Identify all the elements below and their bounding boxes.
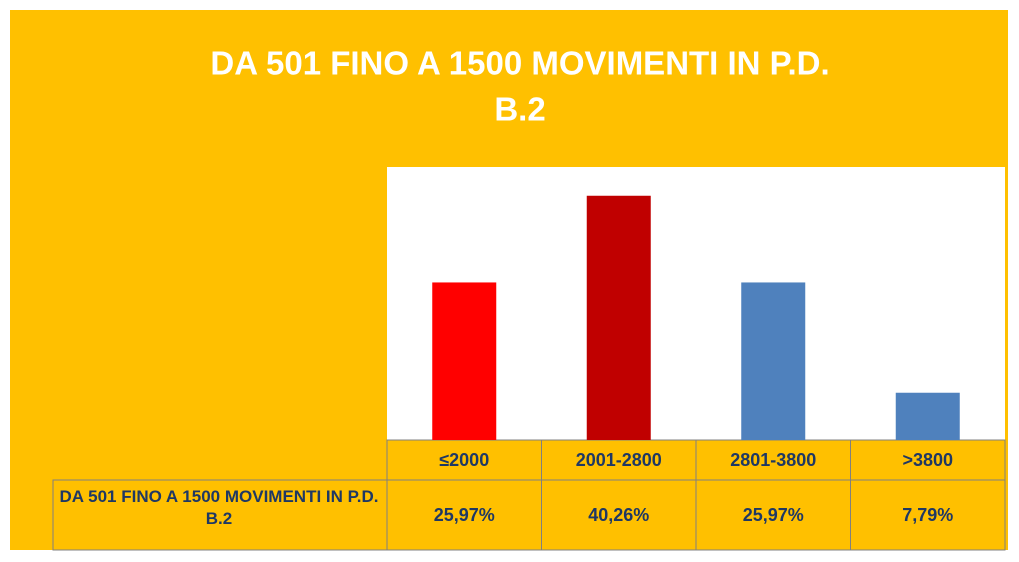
row-label: DA 501 FINO A 1500 MOVIMENTI IN P.D. B.2 [59,487,379,528]
bar [895,392,960,440]
bar [586,195,651,440]
bar [432,282,497,440]
data-label: 25,97% [434,505,495,525]
data-label: 25,97% [743,505,804,525]
x-tick-label: 2001-2800 [576,450,662,470]
chart-title: B.2 [494,91,545,128]
bar [741,282,806,440]
x-tick-label: >3800 [902,450,953,470]
x-tick-label: 2801-3800 [730,450,816,470]
table-cell [850,479,1006,551]
data-label: 40,26% [588,505,649,525]
data-label: 7,79% [902,505,953,525]
chart-title: DA 501 FINO A 1500 MOVIMENTI IN P.D. [210,45,829,82]
x-tick-label: ≤2000 [439,450,489,470]
